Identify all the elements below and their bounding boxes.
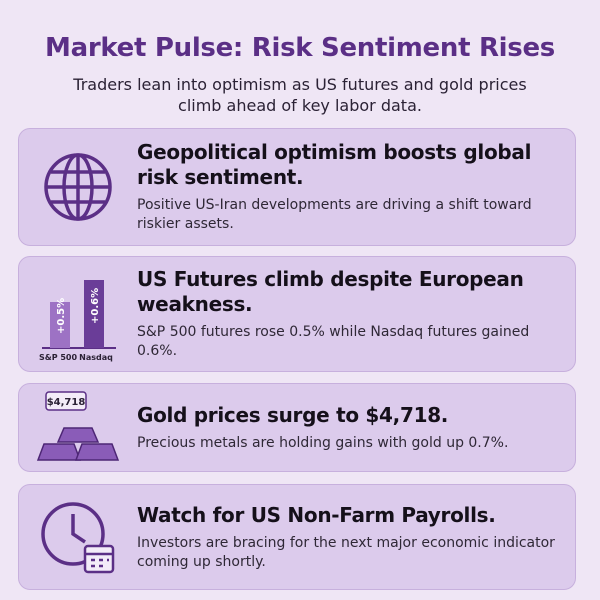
bar-label: S&P 500 [39, 353, 78, 362]
bar-icon: +0.5% +0.6% S&P 500 Nasdaq [19, 264, 137, 364]
bar-label: Nasdaq [79, 353, 113, 362]
card-heading: Geopolitical optimism boosts global risk… [137, 140, 532, 189]
card: Geopolitical optimism boosts global risk… [18, 128, 576, 246]
card-body: Precious metals are holding gains with g… [137, 434, 509, 451]
title: Market Pulse: Risk Sentiment Rises [45, 33, 555, 63]
card-heading: Gold prices surge to $4,718. [137, 402, 449, 427]
subtitle: Traders lean into optimism as US futures… [73, 75, 527, 115]
card-body: Investors are bracing for the next major… [137, 534, 555, 570]
card: +0.5% +0.6% S&P 500 Nasdaq US Futures cl… [18, 256, 576, 372]
card-body: Positive US-Iran developments are drivin… [137, 197, 532, 232]
card: $4,718 Gold prices surge to $4,718. Prec… [18, 383, 576, 472]
bar-value-label: +0.5% [56, 298, 67, 334]
card-body: S&P 500 futures rose 0.5% while Nasdaq f… [137, 324, 530, 359]
bar-value-label: +0.6% [90, 288, 101, 324]
card: Watch for US Non-Farm Payrolls. Investor… [18, 484, 576, 590]
clock-icon [19, 492, 137, 582]
card-heading: US Futures climb despite European weakne… [137, 267, 524, 316]
card-heading: Watch for US Non-Farm Payrolls. [137, 502, 496, 527]
price-tag: $4,718 [47, 397, 86, 408]
globe-icon [19, 142, 137, 232]
gold-icon: $4,718 [19, 388, 137, 468]
